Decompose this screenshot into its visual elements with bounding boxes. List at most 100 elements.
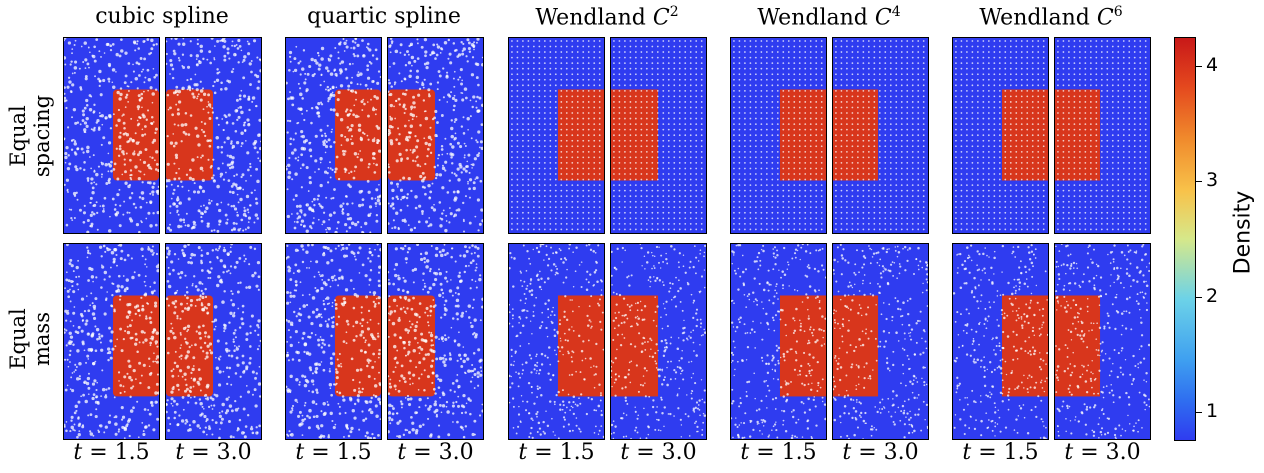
panel-row2-col2-t2: [387, 243, 484, 440]
high-density-region: [112, 295, 159, 397]
time-variable: t: [620, 440, 630, 465]
particles: [388, 244, 483, 439]
time-variable: t: [962, 440, 972, 465]
time-label-col5-t2: t = 3.0: [1052, 440, 1153, 465]
particles: [64, 244, 159, 439]
particles: [731, 244, 826, 439]
density-field: [731, 38, 826, 233]
time-value: = 1.5: [527, 440, 595, 465]
density-field: [953, 244, 1048, 439]
high-density-region: [833, 89, 879, 181]
panel-row2-col5-t2: [1054, 243, 1151, 440]
colorbar-tick-label: 4: [1206, 53, 1219, 76]
panel-row2-col2-t1: [285, 243, 382, 440]
high-density-region: [611, 89, 659, 181]
high-density-region: [388, 89, 436, 181]
row-label-line2: spacing: [30, 94, 54, 178]
panel-row1-col5-t2: [1054, 37, 1151, 234]
column-title-wendland-c2: Wendland C2: [507, 4, 707, 30]
particles: [955, 40, 1045, 231]
time-label-col3-t1: t = 1.5: [506, 440, 607, 465]
column-title-sup: 2: [669, 4, 679, 20]
high-density-region: [1055, 295, 1101, 397]
particles: [613, 40, 703, 231]
column-title-italic: C: [874, 5, 892, 31]
colorbar-tick: [1196, 65, 1202, 68]
column-title-text: Wendland: [535, 5, 653, 31]
particles: [1055, 244, 1150, 439]
column-title-italic: C: [652, 5, 670, 31]
time-label-col2-t2: t = 3.0: [385, 440, 486, 465]
row-label-equal-mass: Equal mass: [6, 289, 54, 389]
time-value: = 3.0: [1073, 440, 1141, 465]
panel-row2-col3-t1: [508, 243, 605, 440]
time-value: = 3.0: [184, 440, 252, 465]
colorbar: [1174, 37, 1196, 441]
density-field: [509, 38, 604, 233]
density-field: [64, 38, 159, 233]
column-title-sup: 4: [891, 4, 901, 20]
time-value: = 3.0: [851, 440, 919, 465]
time-label-col2-t1: t = 1.5: [283, 440, 384, 465]
row-label-line1: Equal: [6, 105, 30, 167]
panel-row1-col4-t1: [730, 37, 827, 234]
time-variable: t: [397, 440, 407, 465]
high-density-region: [557, 89, 604, 181]
density-field: [388, 38, 483, 233]
panel-row2-col1-t2: [165, 243, 262, 440]
high-density-region: [112, 89, 159, 181]
time-variable: t: [175, 440, 185, 465]
density-field: [953, 38, 1048, 233]
particles: [1057, 40, 1147, 231]
density-field: [509, 244, 604, 439]
time-variable: t: [73, 440, 83, 465]
column-title-text: quartic spline: [307, 4, 461, 29]
time-value: = 1.5: [304, 440, 372, 465]
time-variable: t: [740, 440, 750, 465]
time-value: = 1.5: [971, 440, 1039, 465]
column-title-wendland-c4: Wendland C4: [729, 4, 929, 30]
time-label-col4-t1: t = 1.5: [728, 440, 829, 465]
density-field: [64, 244, 159, 439]
high-density-region: [779, 89, 826, 181]
panel-row1-col3-t2: [610, 37, 707, 234]
particles: [166, 38, 261, 233]
row-label-equal-spacing: Equal spacing: [6, 86, 54, 186]
density-field: [833, 38, 928, 233]
panel-row2-col5-t1: [952, 243, 1049, 440]
high-density-region: [1055, 89, 1101, 181]
particles: [953, 244, 1048, 439]
colorbar-tick: [1196, 181, 1202, 183]
density-field: [1055, 38, 1150, 233]
time-label-col1-t2: t = 3.0: [163, 440, 264, 465]
column-title-sup: 6: [1113, 4, 1123, 20]
column-title-cubic-spline: cubic spline: [62, 4, 262, 29]
density-field: [1055, 244, 1150, 439]
panel-row2-col4-t2: [832, 243, 929, 440]
column-title-text: Wendland: [979, 5, 1097, 31]
panel-row1-col1-t2: [165, 37, 262, 234]
column-title-text: Wendland: [757, 5, 875, 31]
time-value: = 1.5: [82, 440, 150, 465]
column-title-text: cubic spline: [95, 4, 229, 29]
particles: [511, 40, 601, 231]
time-label-col3-t2: t = 3.0: [608, 440, 709, 465]
time-variable: t: [295, 440, 305, 465]
particles: [733, 40, 823, 231]
panel-row1-col4-t2: [832, 37, 929, 234]
colorbar-tick: [1196, 296, 1202, 298]
high-density-region: [779, 295, 826, 397]
time-value: = 1.5: [749, 440, 817, 465]
high-density-region: [1001, 295, 1048, 397]
density-field: [731, 244, 826, 439]
time-variable: t: [842, 440, 852, 465]
density-field: [166, 38, 261, 233]
particles: [286, 38, 381, 233]
time-variable: t: [518, 440, 528, 465]
time-label-col5-t1: t = 1.5: [950, 440, 1051, 465]
panel-row2-col1-t1: [63, 243, 160, 440]
row-label-line1: Equal: [6, 308, 30, 370]
high-density-region: [833, 295, 879, 397]
panel-row2-col3-t2: [610, 243, 707, 440]
column-title-quartic-spline: quartic spline: [284, 4, 484, 29]
